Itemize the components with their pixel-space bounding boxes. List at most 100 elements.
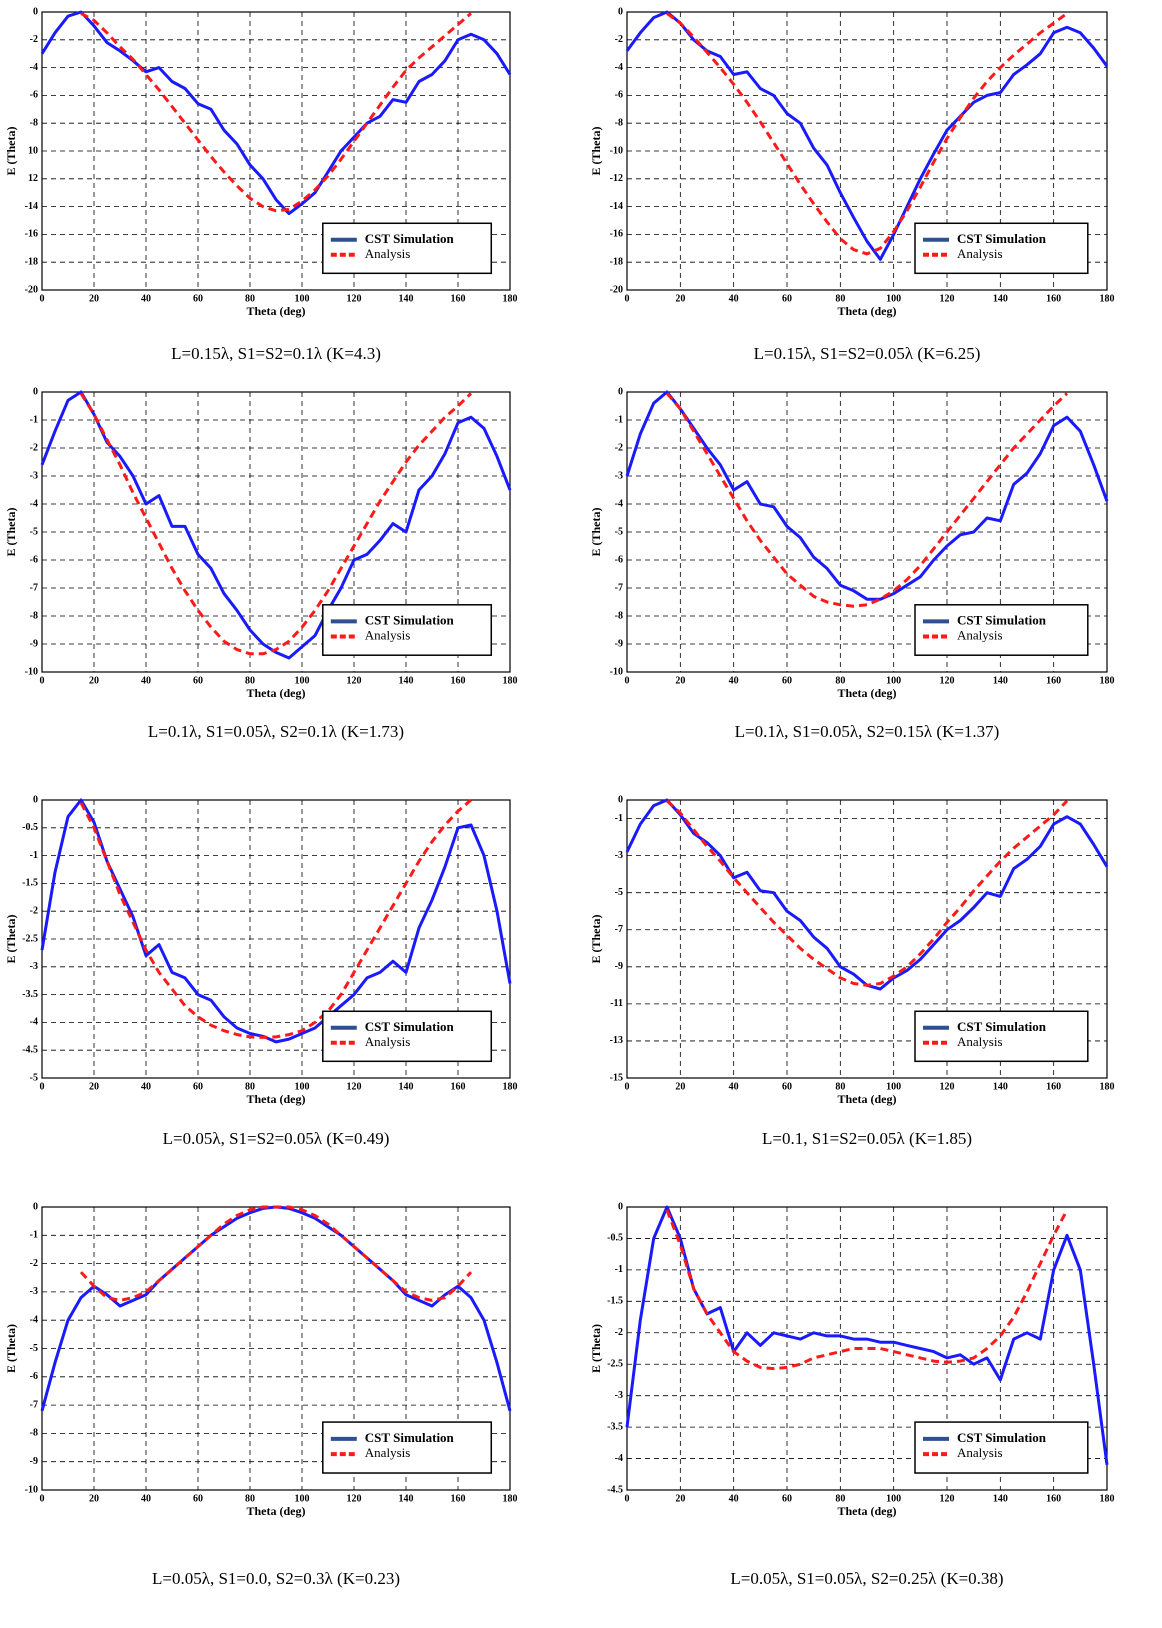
x-tick-label: 40 [141, 675, 151, 686]
y-tick-label: -3 [30, 1286, 38, 1297]
y-tick-label: 0 [618, 1201, 623, 1212]
y-tick-label: -4 [615, 62, 623, 73]
x-axis-label: Theta (deg) [838, 304, 897, 318]
x-tick-label: 160 [451, 1081, 466, 1092]
y-tick-label: -7 [30, 582, 38, 593]
legend-label: CST Simulation [957, 612, 1047, 627]
x-tick-label: 180 [1100, 675, 1115, 686]
y-tick-label: -3.5 [22, 989, 38, 1000]
y-tick-label: -4 [30, 1314, 38, 1325]
caption: L=0.15λ, S1=S2=0.1λ (K=4.3) [171, 344, 381, 363]
x-tick-label: 80 [835, 1081, 845, 1092]
x-tick-label: 140 [399, 675, 414, 686]
caption: L=0.05λ, S1=S2=0.05λ (K=0.49) [163, 1129, 390, 1148]
x-tick-label: 140 [399, 1493, 414, 1504]
y-axis-label: E (Theta) [589, 1324, 603, 1373]
x-tick-label: 40 [729, 293, 739, 304]
y-tick-label: -18 [25, 256, 38, 267]
series-line [625, 10, 1109, 261]
y-tick-label: -10 [610, 666, 623, 677]
x-tick-label: 40 [141, 293, 151, 304]
x-tick-label: 0 [40, 1493, 45, 1504]
legend-box [914, 604, 1089, 656]
x-tick-label: 60 [193, 1081, 203, 1092]
caption: L=0.05λ, S1=0.05λ, S2=0.25λ (K=0.38) [730, 1569, 1003, 1588]
plot-frame [626, 1206, 1108, 1491]
x-tick-label: 160 [451, 293, 466, 304]
y-tick-label: -13 [610, 1035, 623, 1046]
y-tick-label: -14 [25, 201, 38, 212]
y-tick-label: -8 [30, 610, 38, 621]
x-tick-label: 20 [89, 293, 99, 304]
legend-label: Analysis [365, 1445, 411, 1460]
x-tick-label: 0 [625, 1493, 630, 1504]
x-tick-label: 140 [399, 1081, 414, 1092]
y-tick-label: -2 [615, 442, 623, 453]
x-tick-label: 180 [1100, 1081, 1115, 1092]
x-tick-label: 100 [295, 293, 310, 304]
y-tick-label: 12 [28, 173, 38, 184]
y-tick-label: -2 [30, 1258, 38, 1269]
x-tick-label: 40 [729, 675, 739, 686]
y-tick-label: -5 [30, 1072, 38, 1083]
x-tick-label: 180 [503, 293, 518, 304]
x-tick-label: 160 [1046, 293, 1061, 304]
y-axis-label: E (Theta) [4, 127, 18, 176]
caption: L=0.15λ, S1=S2=0.05λ (K=6.25) [754, 344, 981, 363]
series-line [665, 392, 1069, 608]
x-tick-label: 20 [675, 675, 685, 686]
series-line [79, 1205, 473, 1302]
legend-label: Analysis [365, 246, 411, 261]
series-line [80, 12, 472, 213]
y-tick-label: -2 [30, 442, 38, 453]
x-tick-label: 120 [347, 1081, 362, 1092]
x-tick-label: 60 [193, 1493, 203, 1504]
y-tick-label: -4.5 [607, 1484, 623, 1495]
x-tick-label: 100 [295, 1081, 310, 1092]
plot-frame [41, 391, 511, 673]
legend-label: CST Simulation [957, 1430, 1047, 1445]
y-tick-label: -5 [30, 1343, 38, 1354]
y-tick-label: -1 [30, 1230, 38, 1241]
series-line [40, 390, 512, 660]
y-tick-label: -9 [615, 961, 623, 972]
x-tick-label: 60 [782, 1493, 792, 1504]
plot-frame [626, 799, 1108, 1079]
y-axis-label: E (Theta) [4, 508, 18, 557]
y-tick-label: -20 [610, 284, 623, 295]
x-tick-label: 120 [940, 1493, 955, 1504]
plot-frame [41, 11, 511, 291]
y-tick-label: -3 [30, 961, 38, 972]
x-tick-label: 0 [40, 293, 45, 304]
x-tick-label: 160 [1046, 1081, 1061, 1092]
y-tick-label: -18 [610, 256, 623, 267]
x-tick-label: 0 [625, 293, 630, 304]
y-tick-label: 0 [33, 1201, 38, 1212]
y-tick-label: -8 [615, 610, 623, 621]
legend-label: CST Simulation [365, 1019, 455, 1034]
y-tick-label: -9 [30, 638, 38, 649]
y-tick-label: -1 [615, 414, 623, 425]
x-axis-label: Theta (deg) [247, 1504, 306, 1518]
x-tick-label: 0 [625, 1081, 630, 1092]
x-tick-label: 80 [245, 293, 255, 304]
y-tick-label: -3 [615, 850, 623, 861]
series-line [625, 798, 1109, 991]
x-tick-label: 160 [1046, 675, 1061, 686]
x-tick-label: 100 [886, 293, 901, 304]
x-tick-label: 80 [835, 1493, 845, 1504]
x-tick-label: 60 [193, 675, 203, 686]
x-axis-label: Theta (deg) [247, 686, 306, 700]
y-tick-label: -6 [30, 90, 38, 101]
x-tick-label: 40 [729, 1493, 739, 1504]
y-tick-label: -6 [615, 554, 623, 565]
y-axis-label: E (Theta) [589, 127, 603, 176]
caption: L=0.1λ, S1=0.05λ, S2=0.15λ (K=1.37) [735, 722, 1000, 741]
x-tick-label: 60 [782, 293, 792, 304]
y-axis-label: E (Theta) [589, 508, 603, 557]
x-tick-label: 40 [141, 1081, 151, 1092]
y-tick-label: 0 [618, 386, 623, 397]
x-tick-label: 100 [886, 675, 901, 686]
y-tick-label: -1.5 [607, 1296, 623, 1307]
